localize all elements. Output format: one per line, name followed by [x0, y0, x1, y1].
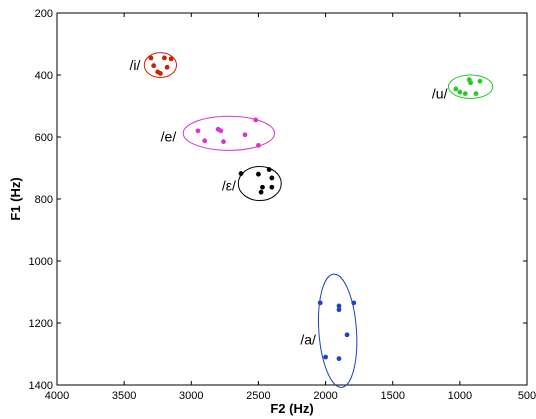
- x-tick-label: 3500: [112, 390, 136, 402]
- vowel-label: /i/: [129, 57, 140, 73]
- cluster-ellipse: [182, 115, 276, 151]
- data-point: [266, 167, 272, 172]
- data-point: [336, 303, 342, 309]
- data-point: [336, 307, 342, 313]
- x-tick-label: 2500: [246, 390, 270, 402]
- data-point: [164, 64, 170, 70]
- y-tick-label: 600: [35, 132, 53, 144]
- x-axis-label: F2 (Hz): [270, 401, 313, 416]
- vowel-label: /e/: [161, 128, 177, 144]
- y-tick-label: 1400: [29, 380, 53, 392]
- data-point: [148, 55, 154, 61]
- data-point: [462, 91, 468, 96]
- data-point: [195, 128, 201, 134]
- data-point: [238, 171, 244, 176]
- data-point: [218, 128, 224, 134]
- y-axis-ticks: 200 400 600 800 1000 1200 1400: [29, 8, 527, 392]
- cluster-ellipse: [447, 74, 494, 100]
- vowel-label: /a/: [300, 331, 316, 347]
- data-point: [473, 91, 479, 96]
- x-tick-label: 1500: [380, 390, 404, 402]
- cluster-ellipse: [143, 52, 178, 78]
- data-point: [468, 80, 473, 86]
- data-point: [158, 71, 163, 76]
- data-point: [256, 142, 261, 148]
- y-tick-label: 400: [35, 70, 53, 82]
- data-point: [317, 300, 323, 306]
- x-tick-label: 3000: [179, 390, 203, 402]
- data-point: [344, 332, 350, 338]
- y-axis-label: F1 (Hz): [8, 177, 23, 220]
- data-point: [453, 86, 459, 92]
- data-point: [256, 171, 261, 177]
- data-point: [242, 132, 248, 138]
- data-point: [162, 55, 167, 61]
- x-tick-label: 4000: [45, 390, 69, 402]
- vowel-labels-layer: /i/ /u/ /e/ /ε/ /a/: [129, 57, 447, 347]
- data-point: [258, 189, 264, 195]
- x-tick-label: 1000: [448, 390, 472, 402]
- data-point: [457, 89, 463, 95]
- cluster-ellipse: [317, 273, 358, 388]
- x-tick-label: 500: [518, 390, 536, 402]
- data-point: [477, 78, 483, 84]
- data-point: [168, 56, 174, 62]
- x-axis-ticks: 4000 3500 3000 2500 2000 1500 1000 500: [45, 13, 536, 402]
- x-tick-label: 2000: [313, 390, 337, 402]
- cluster-ellipse: [237, 165, 282, 202]
- data-point: [336, 356, 342, 362]
- data-point: [151, 63, 157, 69]
- y-tick-label: 1000: [29, 256, 53, 268]
- data-point: [269, 184, 275, 190]
- data-point: [260, 184, 265, 190]
- data-point: [351, 300, 357, 306]
- vowel-label: /ε/: [222, 178, 236, 194]
- data-point: [202, 138, 208, 144]
- data-point: [269, 175, 275, 181]
- y-tick-label: 1200: [29, 318, 53, 330]
- data-point: [221, 139, 226, 145]
- points-layer: [148, 55, 483, 362]
- vowel-label: /u/: [432, 86, 448, 102]
- data-point: [253, 117, 259, 123]
- y-tick-label: 800: [35, 194, 53, 206]
- plot-area: [56, 12, 528, 386]
- y-tick-label: 200: [35, 8, 53, 20]
- ellipses-layer: [143, 52, 494, 388]
- data-point: [323, 354, 328, 360]
